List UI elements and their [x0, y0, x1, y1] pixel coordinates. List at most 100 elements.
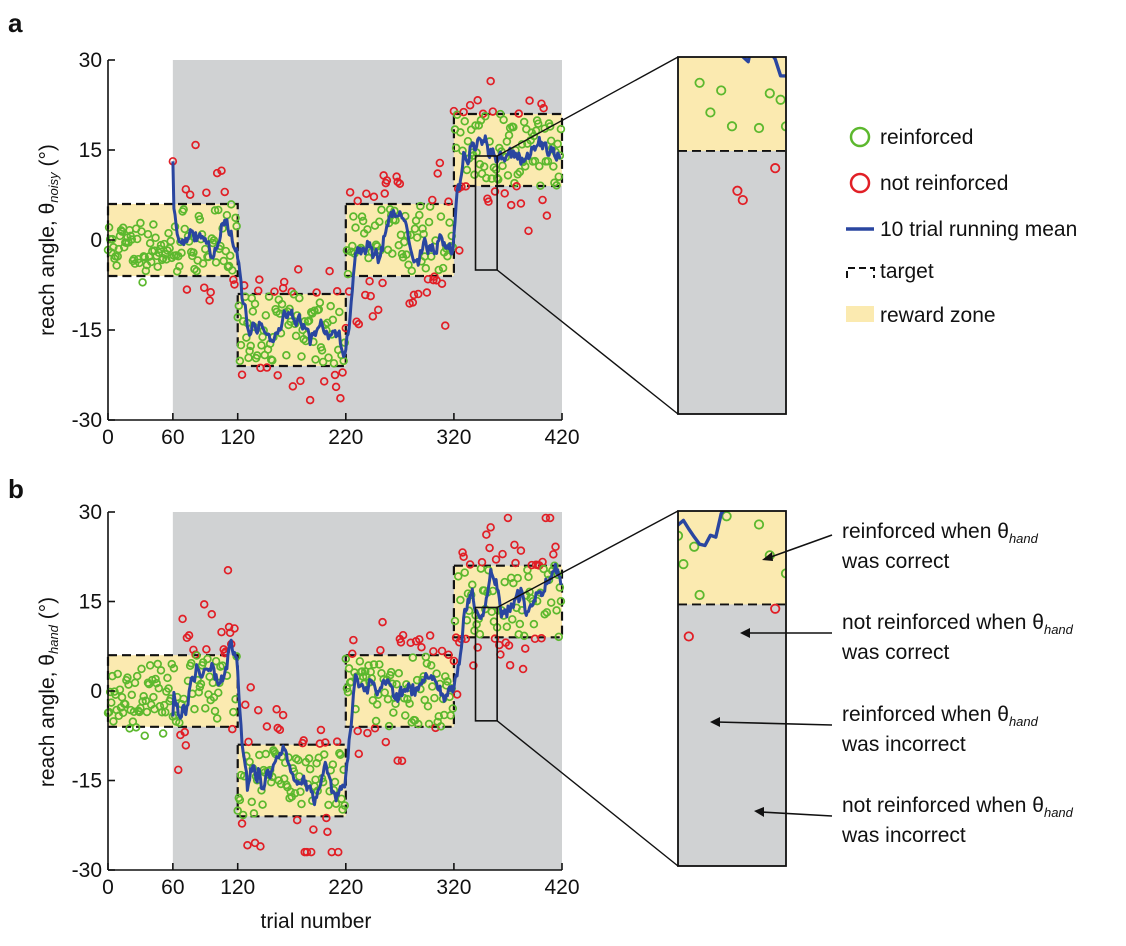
reinforced-point-321: [450, 616, 460, 626]
not-reinforced-point-358: [490, 634, 500, 643]
reinforced-point-88: [198, 259, 208, 268]
reinforced-point-128: [242, 333, 251, 342]
reinforced-point-326: [456, 128, 465, 137]
reinforced-point-27: [132, 234, 142, 244]
inset-reinforced-point-1: [678, 559, 689, 570]
reinforced-point-109: [221, 246, 231, 256]
not-reinforced-point-140: [255, 275, 264, 284]
not-reinforced-point-175: [292, 815, 302, 825]
reinforced-point-366: [499, 115, 508, 125]
reinforced-point-58: [166, 236, 175, 246]
reinforced-point-300: [428, 682, 437, 691]
reinforced-point-419: [556, 596, 566, 606]
reinforced-point-297: [424, 719, 434, 729]
reinforced-point-336: [466, 125, 476, 135]
not-reinforced-point-132: [246, 683, 255, 692]
reinforced-point-92: [203, 654, 212, 664]
inset-reinforced-point-10: [726, 121, 738, 132]
not-reinforced-point-203: [323, 827, 332, 837]
not-reinforced-point-290: [417, 643, 426, 652]
reinforced-point-49: [156, 666, 166, 675]
not-reinforced-point-156: [272, 705, 281, 714]
reinforced-point-51: [158, 729, 168, 738]
reinforced-point-4: [108, 234, 117, 244]
not-reinforced-point-107: [219, 645, 228, 654]
reinforced-point-50: [157, 707, 167, 717]
reinforced-point-121: [234, 301, 244, 310]
reinforced-point-30: [136, 218, 145, 228]
reinforced-point-101: [212, 714, 222, 723]
not-reinforced-point-201: [321, 738, 330, 747]
reinforced-point-289: [416, 201, 425, 211]
reinforced-point-21: [126, 231, 135, 241]
not-reinforced-point-382: [516, 546, 526, 555]
reinforced-point-142: [257, 341, 266, 350]
y-tick-label-30: 30: [79, 501, 102, 524]
reinforced-point-102: [214, 688, 223, 697]
reinforced-point-417: [554, 632, 564, 642]
not-reinforced-point-181: [299, 736, 308, 745]
reinforced-point-26: [131, 723, 141, 732]
reinforced-point-52: [159, 239, 169, 249]
not-reinforced-point-69: [178, 614, 187, 624]
not-reinforced-point-365: [498, 549, 507, 559]
reinforced-point-253: [377, 205, 386, 215]
not-reinforced-point-384: [518, 664, 528, 674]
reinforced-point-223: [344, 664, 354, 673]
legend-reward-zone-label: reward zone: [880, 304, 996, 327]
not-reinforced-point-412: [549, 550, 558, 559]
not-reinforced-point-403: [539, 103, 548, 113]
reinforced-point-348: [479, 162, 489, 171]
not-reinforced-point-376: [510, 540, 519, 550]
inset-a: [677, 56, 787, 415]
reinforced-point-399: [535, 161, 544, 171]
not-reinforced-point-212: [332, 287, 342, 296]
not-reinforced-point-406: [542, 211, 552, 220]
reinforced-point-281: [407, 266, 416, 276]
reinforced-point-56: [164, 684, 173, 693]
not-reinforced-point-200: [319, 377, 329, 386]
reinforced-point-208: [328, 315, 338, 325]
reinforced-point-279: [405, 699, 414, 708]
not-reinforced-point-390: [525, 96, 534, 105]
inset-reinforced-point-4: [694, 77, 705, 88]
legend-reinforced-label: reinforced: [880, 126, 973, 149]
reinforced-point-82: [192, 651, 201, 660]
reinforced-point-98: [209, 693, 219, 702]
not-reinforced-point-213: [333, 847, 343, 857]
not-reinforced-point-96: [207, 610, 217, 619]
reinforced-point-385: [519, 631, 529, 641]
inset-running-mean-line: [678, 511, 726, 548]
not-reinforced-point-193: [312, 288, 321, 297]
reinforced-point-297: [424, 217, 434, 227]
reinforced-point-169: [286, 787, 295, 797]
reinforced-point-31: [137, 664, 146, 674]
reinforced-point-178: [296, 787, 305, 797]
not-reinforced-point-386: [520, 644, 530, 653]
not-reinforced-point-298: [425, 631, 435, 640]
reinforced-point-116: [229, 707, 238, 717]
not-reinforced-point-267: [392, 172, 401, 181]
legend: reinforced not reinforced 10 trial runni…: [846, 126, 1077, 327]
reinforced-point-107: [219, 256, 228, 266]
reinforced-point-64: [172, 267, 182, 276]
reinforced-point-16: [121, 699, 130, 709]
reinforced-point-44: [151, 233, 160, 243]
reinforced-point-149: [264, 292, 274, 301]
not-reinforced-point-215: [336, 393, 345, 403]
not-reinforced-point-315: [444, 650, 453, 659]
not-reinforced-point-283: [409, 290, 419, 300]
panel-letter-a: a: [8, 8, 23, 38]
not-reinforced-point-256: [380, 189, 389, 198]
not-reinforced-point-108: [220, 187, 229, 197]
not-reinforced-point-196: [315, 739, 325, 748]
reinforced-point-42: [149, 692, 158, 702]
reinforced-point-113: [225, 251, 235, 260]
reinforced-point-5: [109, 717, 118, 726]
reinforced-point-361: [493, 175, 503, 184]
not-reinforced-point-371: [504, 641, 514, 650]
reinforced-point-79: [189, 248, 198, 257]
reinforced-point-125: [238, 810, 248, 820]
y-tick-label--30: -30: [72, 409, 102, 432]
reinforced-point-319: [448, 704, 458, 713]
